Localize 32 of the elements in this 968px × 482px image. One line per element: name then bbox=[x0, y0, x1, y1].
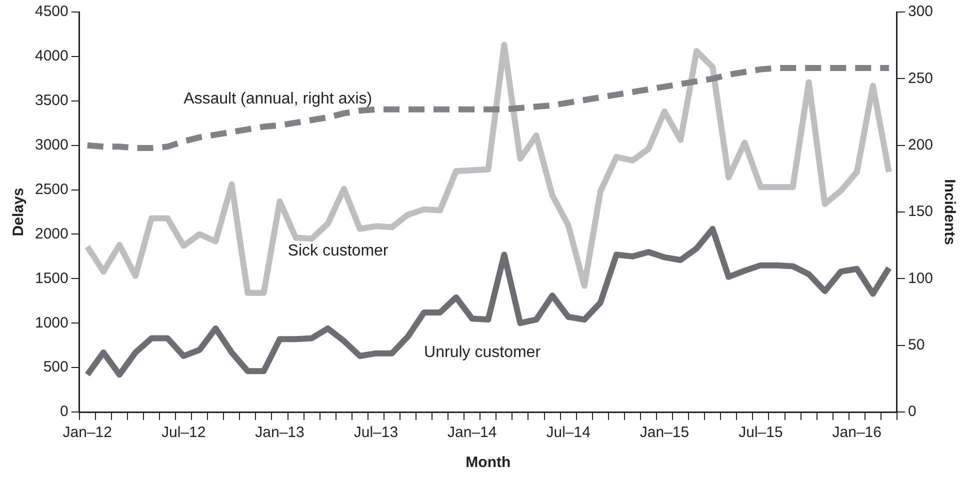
y-tick-label: 1000 bbox=[34, 314, 68, 332]
y-tick-label: 2000 bbox=[34, 225, 68, 242]
x-tick-label: Jul–12 bbox=[161, 424, 206, 442]
y2-tick-label: 50 bbox=[908, 336, 925, 354]
y-tick-label: 0 bbox=[60, 403, 68, 420]
series-label: Unruly customer bbox=[424, 344, 542, 361]
y2-tick-label: 300 bbox=[908, 3, 934, 20]
y-tick-label: 3500 bbox=[34, 92, 68, 110]
x-tick-label: Jan–15 bbox=[640, 424, 690, 442]
y2-tick-label: 100 bbox=[908, 270, 934, 287]
y-tick-label: 2500 bbox=[34, 180, 68, 198]
y-tick-label: 4000 bbox=[34, 48, 68, 65]
y-tick-label: 4500 bbox=[34, 3, 68, 20]
x-tick-label: Jan–16 bbox=[832, 424, 882, 442]
y-tick-label: 1500 bbox=[34, 270, 68, 287]
y2-tick-label: 200 bbox=[908, 136, 934, 154]
x-tick-label: Jan–12 bbox=[62, 424, 112, 442]
y-axis-title: Delays bbox=[10, 188, 28, 236]
series-label: Assault (annual, right axis) bbox=[184, 90, 372, 108]
x-tick-label: Jul–13 bbox=[354, 424, 398, 442]
x-tick-label: Jul–14 bbox=[546, 424, 590, 442]
x-axis-title: Month bbox=[466, 454, 511, 472]
series-label: Sick customer bbox=[288, 242, 389, 260]
x-tick-label: Jan–13 bbox=[255, 424, 304, 442]
y-tick-label: 500 bbox=[43, 358, 68, 376]
y2-tick-label: 150 bbox=[908, 203, 934, 220]
x-tick-label: Jul–15 bbox=[738, 424, 783, 442]
y2-axis-title: Incidents bbox=[940, 179, 958, 245]
y-tick-label: 3000 bbox=[34, 136, 68, 154]
y2-tick-label: 250 bbox=[908, 70, 934, 87]
y2-tick-label: 0 bbox=[908, 403, 916, 420]
x-tick-label: Jan–14 bbox=[448, 424, 497, 442]
